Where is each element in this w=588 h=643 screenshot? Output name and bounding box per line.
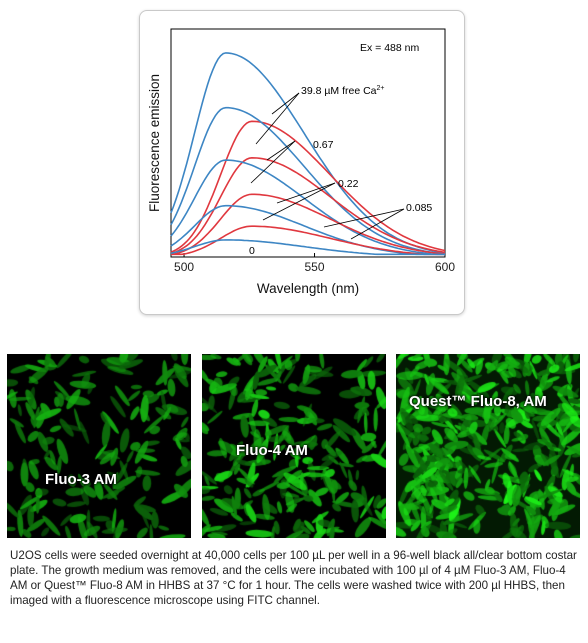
image-fluo-4: Fluo-4 AM bbox=[202, 354, 386, 538]
image-label-fluo-4: Fluo-4 AM bbox=[236, 442, 308, 459]
leader-line bbox=[255, 92, 300, 145]
leader-line bbox=[350, 208, 405, 240]
series-line-5 bbox=[170, 159, 445, 256]
micrograph-fluo-8 bbox=[396, 354, 580, 538]
y-axis-title: Fluorescence emission bbox=[147, 74, 162, 212]
micrograph-fluo-4 bbox=[202, 354, 386, 538]
x-axis-title: Wavelength (nm) bbox=[257, 281, 359, 296]
concentration-label: 0 bbox=[249, 245, 255, 257]
leader-line bbox=[276, 182, 336, 204]
leader-line bbox=[266, 140, 296, 161]
concentration-label: 0.67 bbox=[313, 139, 334, 151]
figure-caption: U2OS cells were seeded overnight at 40,0… bbox=[10, 549, 577, 607]
x-tick-label: 600 bbox=[435, 260, 455, 274]
image-label-fluo-8: Quest™ Fluo-8, AM bbox=[409, 393, 547, 410]
image-fluo-8: Quest™ Fluo-8, AM bbox=[396, 354, 580, 538]
leader-line bbox=[323, 208, 405, 228]
chart-card bbox=[139, 10, 465, 315]
image-label-fluo-3: Fluo-3 AM bbox=[45, 471, 117, 488]
series-line-3 bbox=[170, 106, 446, 255]
leader-line bbox=[271, 92, 300, 115]
concentration-label: 0.085 bbox=[406, 202, 432, 214]
x-tick-label: 500 bbox=[174, 260, 194, 274]
emission-chart: 500 550 600 Ex = 488 nm 39.8 µM free Ca2+ 0.… bbox=[147, 28, 455, 296]
x-tick-label: 550 bbox=[305, 260, 325, 274]
leader-line bbox=[262, 182, 336, 221]
series-line-4 bbox=[170, 156, 446, 255]
series-line-6 bbox=[170, 193, 446, 256]
micrograph-fluo-3 bbox=[7, 354, 191, 538]
series-line-7 bbox=[170, 204, 445, 256]
superscript-charge: 2+ bbox=[377, 85, 385, 92]
leader-line bbox=[250, 140, 296, 184]
series-line-2 bbox=[170, 120, 446, 253]
excitation-label: Ex = 488 nm bbox=[360, 42, 419, 54]
series-line-9 bbox=[170, 239, 445, 256]
image-fluo-3: Fluo-3 AM bbox=[7, 354, 191, 538]
concentration-label: 0.22 bbox=[338, 178, 359, 190]
plot-frame bbox=[170, 28, 446, 258]
concentration-label-top: 39.8 µM free Ca2+ bbox=[301, 85, 384, 97]
